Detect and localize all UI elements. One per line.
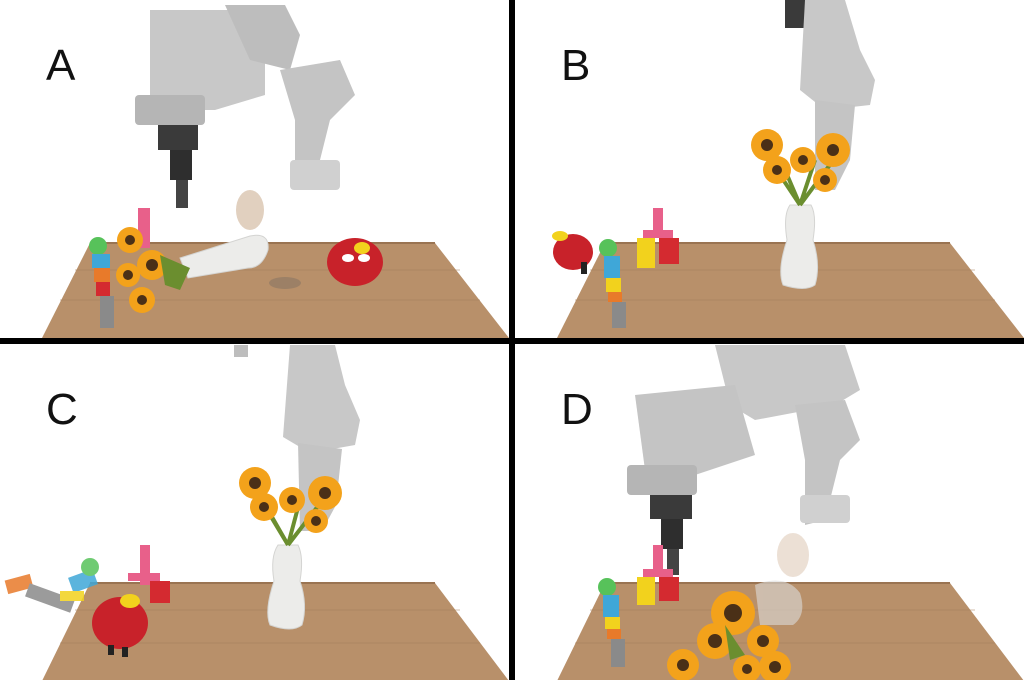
- vase-with-sunflowers: [239, 467, 342, 630]
- red-plush-toy: [92, 594, 148, 657]
- gripper: [650, 495, 692, 519]
- fallen-vase: [755, 533, 809, 625]
- panel-label-b: B: [561, 41, 591, 90]
- pink-block-stack: [637, 208, 679, 268]
- panel-label-c: C: [46, 385, 78, 434]
- table: [42, 583, 509, 680]
- sunflowers: [667, 591, 791, 680]
- pink-block-stack: [637, 545, 679, 605]
- vase-with-sunflowers: [751, 129, 850, 289]
- robot-arm: [135, 5, 355, 208]
- panel-c-scene: [4, 345, 509, 680]
- panel-d-scene: [557, 345, 1024, 680]
- sunflowers: [116, 227, 190, 313]
- panel-a-scene: [42, 5, 509, 338]
- block-tower: [599, 239, 626, 328]
- fallen-vase: [179, 234, 269, 279]
- panel-b: B: [515, 0, 1024, 338]
- gripper: [158, 125, 198, 150]
- pink-block-stack: [128, 545, 170, 603]
- robot-arm: [627, 345, 860, 575]
- panel-label-d: D: [561, 385, 593, 434]
- horizontal-divider: [0, 338, 1024, 344]
- panel-label-a: A: [46, 41, 76, 90]
- red-plush-toy: [327, 238, 383, 286]
- red-plush-toy: [552, 231, 593, 274]
- panel-b-scene: [552, 0, 1024, 338]
- table: [557, 243, 1024, 338]
- falling-block-tower: [4, 558, 99, 613]
- block-tower: [598, 578, 625, 667]
- panel-d: D: [515, 344, 1024, 680]
- panel-a: A: [0, 0, 509, 338]
- robot-arm: [234, 345, 360, 531]
- panel-c: C: [0, 344, 509, 680]
